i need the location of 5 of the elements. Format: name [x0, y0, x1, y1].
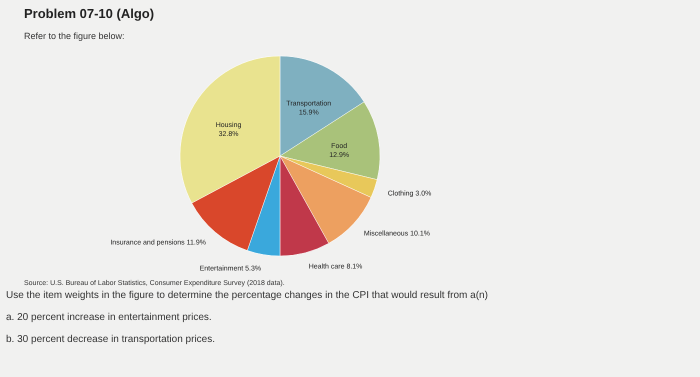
chart-subtitle: Refer to the figure below:: [24, 31, 125, 41]
text: Use the item weights in the figure to determine the percentage changes in the CPI that would result from a(n): [6, 290, 488, 301]
text: b. 30 percent decrease in transportation prices.: [6, 334, 216, 345]
text: a. 20 percent increase in entertainment prices.: [6, 312, 213, 323]
chart-title: Problem 07-10 (Algo): [24, 6, 154, 21]
